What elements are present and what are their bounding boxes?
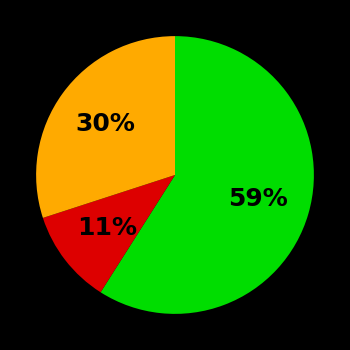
Wedge shape xyxy=(100,36,314,314)
Wedge shape xyxy=(36,36,175,218)
Wedge shape xyxy=(43,175,175,292)
Text: 11%: 11% xyxy=(77,216,137,240)
Text: 59%: 59% xyxy=(228,187,288,211)
Text: 30%: 30% xyxy=(75,112,135,136)
